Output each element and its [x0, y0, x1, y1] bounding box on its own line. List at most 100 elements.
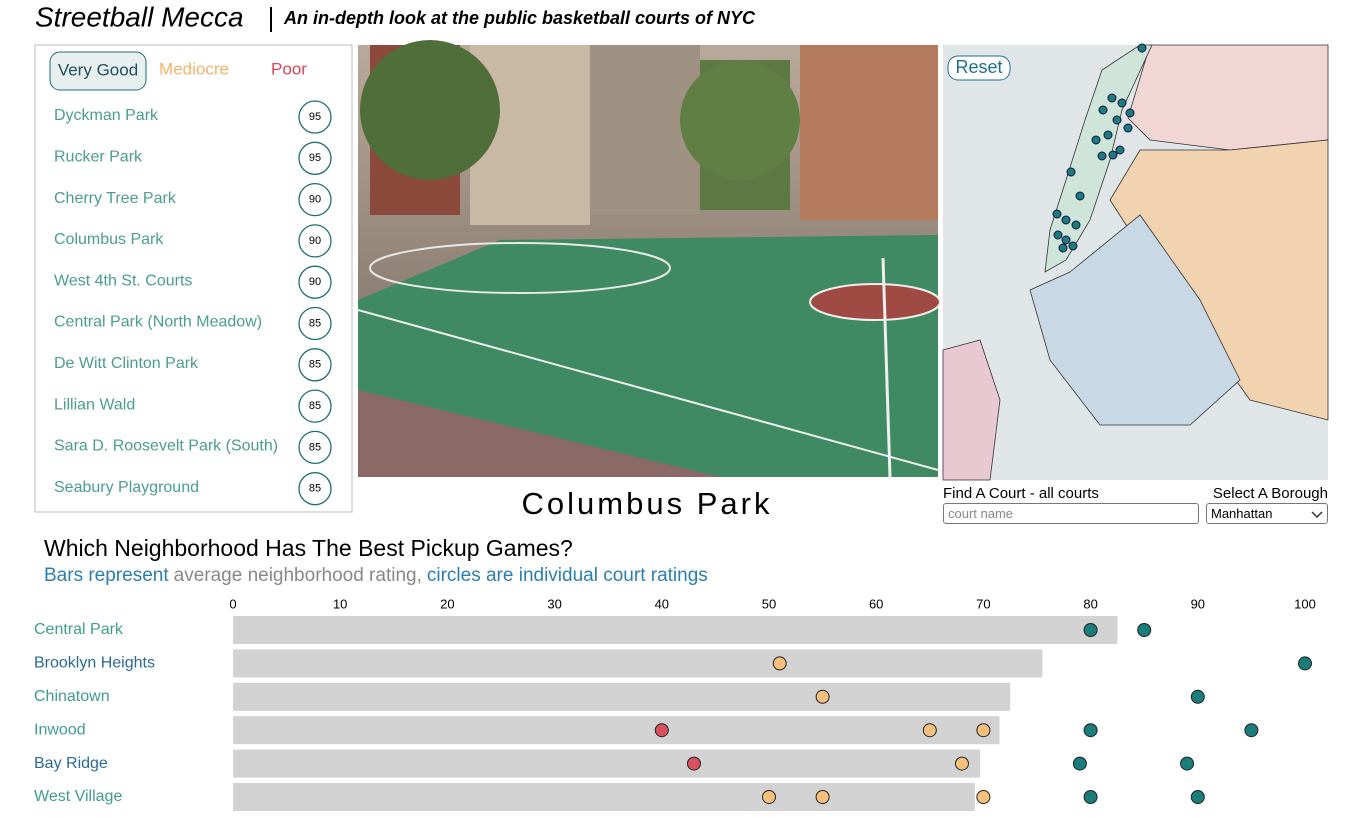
- map-court-dot: [1052, 209, 1062, 219]
- map-court-dot: [1103, 130, 1113, 140]
- court-name: Seabury Playground: [54, 479, 199, 496]
- court-name: Columbus Park: [54, 231, 164, 248]
- rating-badge: [298, 430, 332, 465]
- map-court-dot: [1061, 215, 1071, 225]
- court-name: Rucker Park: [54, 149, 143, 166]
- category-label: Brooklyn Heights: [34, 655, 155, 672]
- rating-badge: [298, 224, 332, 258]
- court-rating: 95: [309, 111, 321, 123]
- bar: [233, 783, 975, 811]
- photo-caption: Columbus Park: [522, 486, 773, 521]
- subtitle-part: Bars represent: [44, 565, 169, 586]
- x-tick-label: 80: [1083, 596, 1097, 611]
- court-rating-dot: [954, 756, 969, 771]
- court-rating-dot: [1180, 756, 1195, 771]
- subtitle-part: average neighborhood rating,: [174, 565, 422, 586]
- court-rating: 85: [309, 441, 321, 453]
- court-rating-dot: [1083, 623, 1098, 637]
- bar: [233, 749, 981, 778]
- tab-label[interactable]: Mediocre: [159, 59, 229, 78]
- x-tick-label: 30: [547, 596, 561, 611]
- rating-badge: [298, 389, 332, 423]
- court-rating-dot: [922, 723, 937, 738]
- court-rating: 85: [309, 317, 321, 329]
- x-tick-label: 70: [976, 596, 990, 611]
- x-tick-label: 20: [440, 596, 454, 611]
- nyc-map[interactable]: [942, 44, 1329, 481]
- rating-badge: [298, 182, 332, 217]
- subtitle-part: circles are individual court ratings: [427, 565, 708, 586]
- map-court-dot: [1097, 151, 1107, 161]
- map-court-dot: [1053, 230, 1063, 240]
- court-rating-dot: [762, 790, 776, 804]
- rating-badge: [298, 472, 332, 506]
- court-name: De Witt Clinton Park: [54, 355, 199, 372]
- court-rating-dot: [1244, 723, 1259, 738]
- category-label: West Village: [34, 788, 122, 805]
- borough-value: Manhattan: [1211, 506, 1273, 521]
- court-name: Cherry Tree Park: [54, 190, 177, 207]
- category-label: Central Park: [34, 621, 124, 638]
- search-input[interactable]: court name: [943, 503, 1199, 524]
- court-rating: 90: [309, 194, 321, 206]
- chart-subtitle: Bars represent average neighborhood ratin…: [44, 565, 708, 586]
- tab-very-good[interactable]: [49, 51, 147, 91]
- court-rating: 85: [309, 483, 321, 495]
- tab-label[interactable]: Poor: [271, 59, 307, 78]
- rating-badge: [298, 141, 332, 175]
- map-court-dot: [1058, 243, 1068, 253]
- court-name: Central Park (North Meadow): [54, 314, 262, 331]
- court-rating-dot: [1137, 623, 1152, 637]
- map-court-dot: [1123, 123, 1133, 133]
- bar: [233, 716, 1000, 745]
- court-rating-dot: [772, 656, 787, 671]
- x-tick-label: 100: [1294, 596, 1316, 611]
- court-rating-dot: [976, 790, 991, 804]
- reset-label[interactable]: Reset: [955, 57, 1002, 77]
- map-court-dot: [1107, 93, 1117, 103]
- map-court-dot: [1068, 241, 1078, 251]
- x-tick-label: 60: [869, 596, 883, 611]
- court-rating: 85: [309, 400, 321, 412]
- map-court-dot: [1117, 98, 1127, 108]
- court-rating-dot: [654, 723, 669, 738]
- category-label: Chinatown: [34, 688, 110, 705]
- app-subtitle: An in-depth look at the public basketbal…: [283, 8, 756, 28]
- map-court-dot: [1112, 115, 1122, 125]
- map-court-dot: [1115, 145, 1125, 155]
- map-court-dot: [1098, 105, 1108, 115]
- court-rating: 90: [309, 276, 321, 288]
- bar: [233, 616, 1118, 644]
- chart-title: Which Neighborhood Has The Best Pickup G…: [44, 535, 573, 561]
- court-rating-dot: [1190, 689, 1205, 704]
- bar: [233, 682, 1011, 711]
- map-court-dot: [1075, 191, 1085, 201]
- map-court-dot: [1061, 235, 1071, 245]
- court-name: Lillian Wald: [54, 396, 135, 413]
- x-tick-label: 50: [762, 596, 776, 611]
- x-tick-label: 10: [333, 596, 347, 611]
- court-name: Dyckman Park: [54, 107, 159, 124]
- category-label: Bay Ridge: [34, 755, 108, 772]
- map-court-dot: [1108, 150, 1118, 160]
- map-court-dot: [1125, 108, 1135, 118]
- rating-badge: [298, 306, 332, 341]
- borough-label: Select A Borough: [1213, 485, 1328, 502]
- rating-badge: [298, 348, 332, 382]
- court-rating-dot: [1083, 723, 1098, 738]
- app-title: Streetball Mecca: [35, 1, 244, 32]
- x-tick-label: 90: [1191, 596, 1205, 611]
- borough-select[interactable]: Manhattan: [1206, 503, 1328, 524]
- court-rating-dot: [686, 756, 701, 771]
- court-rating-dot: [1190, 790, 1205, 804]
- map-court-dot: [1091, 135, 1101, 145]
- court-name: Sara D. Roosevelt Park (South): [54, 438, 278, 455]
- category-label: Inwood: [34, 721, 86, 738]
- x-tick-label: 40: [655, 596, 669, 611]
- reset-button[interactable]: [947, 55, 1011, 81]
- court-rating-dot: [976, 723, 991, 738]
- tab-label[interactable]: Very Good: [58, 60, 138, 79]
